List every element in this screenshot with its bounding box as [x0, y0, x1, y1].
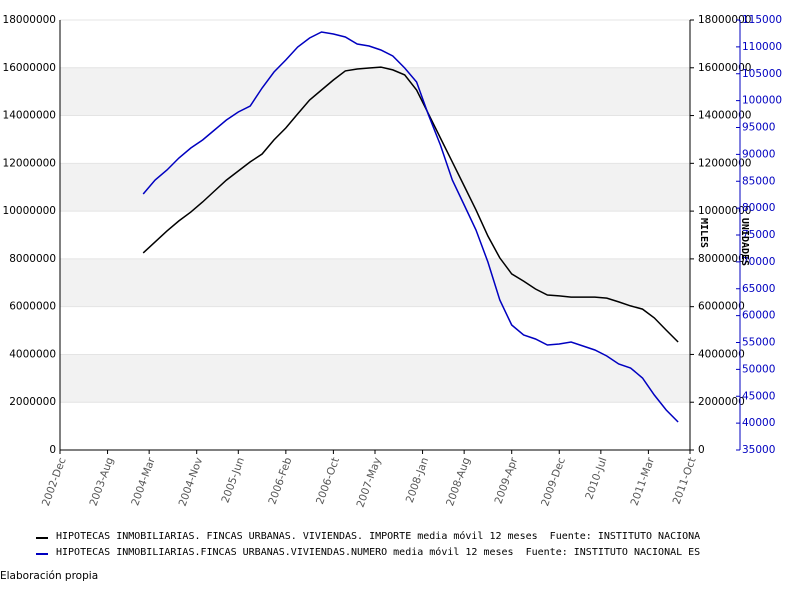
x-tick-label: 2006-Oct	[314, 456, 342, 506]
y2-tick-label: 4000000	[698, 348, 745, 360]
x-tick-label: 2004-Mar	[129, 455, 158, 507]
y-tick-label: 14000000	[3, 110, 56, 122]
y3-tick-label: 45000	[742, 390, 775, 402]
y3-tick-label: 100000	[742, 95, 782, 107]
y-tick-label: 0	[49, 444, 56, 456]
y2-tick-label: 14000000	[698, 110, 751, 122]
y3-tick-label: 95000	[742, 122, 775, 134]
series-line	[142, 31, 679, 423]
y2-tick-label: 6000000	[698, 301, 745, 313]
x-tick-label: 2011-Mar	[629, 455, 658, 507]
y3-axis-label: UNIDADES	[739, 218, 750, 266]
x-tick-label: 2011-Oct	[671, 456, 699, 506]
y3-tick-label: 75000	[742, 229, 775, 241]
series-line	[142, 66, 679, 343]
x-tick-label: 2003-Aug	[88, 456, 117, 508]
x-tick-label: 2008-Jan	[404, 456, 431, 505]
x-tick-label: 2010-Jul	[583, 456, 609, 501]
y3-tick-label: 65000	[742, 283, 775, 295]
x-tick-label: 2008-Aug	[444, 456, 473, 508]
y3-tick-label: 110000	[742, 41, 782, 53]
legend-label: HIPOTECAS INMOBILIARIAS. FINCAS URBANAS.…	[56, 530, 700, 542]
y3-tick-label: 105000	[742, 68, 782, 80]
y-tick-label: 10000000	[3, 205, 56, 217]
x-tick-label: 2009-Apr	[492, 455, 520, 505]
grid-band	[60, 67, 690, 116]
y-tick-label: 8000000	[9, 253, 56, 265]
grid-band	[60, 163, 690, 212]
y3-tick-label: 40000	[742, 417, 775, 429]
x-tick-label: 2004-Nov	[177, 456, 206, 508]
y2-tick-label: 12000000	[698, 157, 751, 169]
x-tick-label: 2005-Jun	[219, 456, 247, 505]
y-tick-label: 18000000	[3, 14, 56, 26]
y2-tick-label: 8000000	[698, 253, 745, 265]
x-tick-label: 2007-May	[355, 456, 384, 509]
x-tick-label: 2009-Dec	[539, 456, 568, 508]
y3-tick-label: 85000	[742, 175, 775, 187]
y3-tick-label: 60000	[742, 310, 775, 322]
legend-label: HIPOTECAS INMOBILIARIAS.FINCAS URBANAS.V…	[56, 546, 700, 558]
y2-tick-label: 16000000	[698, 62, 751, 74]
grid-band	[60, 258, 690, 307]
y2-tick-label: 18000000	[698, 14, 751, 26]
y3-tick-label: 90000	[742, 148, 775, 160]
y-tick-label: 2000000	[9, 396, 56, 408]
y-tick-label: 4000000	[9, 348, 56, 360]
x-tick-label: 2002-Dec	[40, 456, 69, 508]
y3-tick-label: 55000	[742, 337, 775, 349]
y-tick-label: 6000000	[9, 301, 56, 313]
y2-axis-label: MILES	[698, 218, 709, 248]
y2-tick-label: 0	[698, 444, 705, 456]
y2-tick-label: 2000000	[698, 396, 745, 408]
y-tick-label: 16000000	[3, 62, 56, 74]
y3-tick-label: 70000	[742, 256, 775, 268]
y3-tick-label: 35000	[742, 444, 775, 456]
footer: Elaboración propia	[0, 570, 98, 582]
x-tick-label: 2006-Feb	[266, 456, 294, 507]
y3-tick-label: 115000	[742, 14, 782, 26]
y3-tick-label: 80000	[742, 202, 775, 214]
y-tick-label: 12000000	[3, 157, 56, 169]
grid-band	[60, 354, 690, 403]
plot: 0 2000000 4000000 6000000 8000000 10000000 120…	[3, 14, 783, 558]
y3-tick-label: 50000	[742, 363, 775, 375]
